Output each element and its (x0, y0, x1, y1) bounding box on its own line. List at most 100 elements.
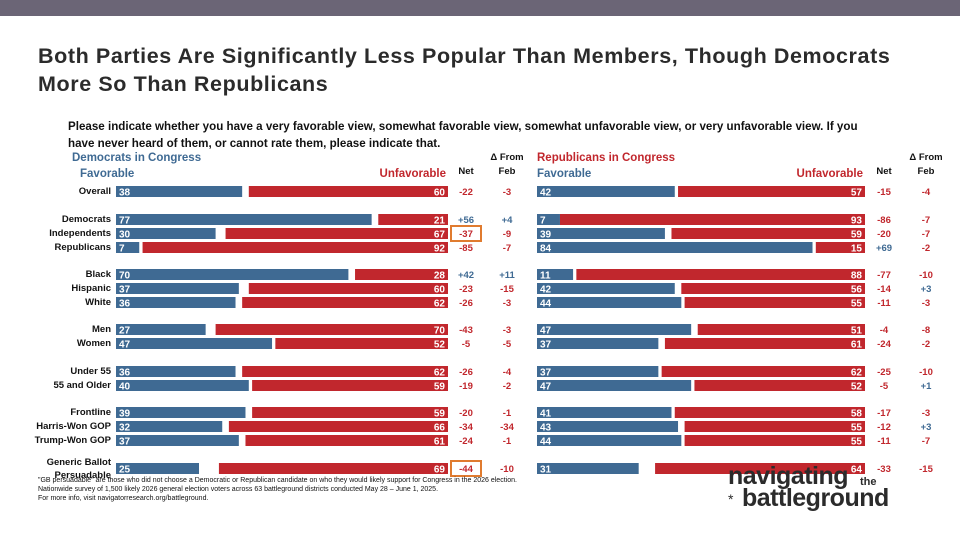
change-value: -9 (503, 229, 511, 240)
net-value: -4 (880, 325, 889, 336)
unfavorable-value: 55 (851, 423, 863, 434)
favorable-bar (116, 228, 216, 239)
unfavorable-bar (242, 297, 448, 308)
favorable-value: 47 (119, 340, 131, 351)
net-value: -23 (459, 284, 473, 295)
favorable-value: 31 (540, 465, 552, 476)
change-value: -15 (919, 464, 933, 475)
row-label: Black (86, 269, 112, 280)
favorable-bar (116, 297, 236, 308)
change-value: -34 (500, 422, 514, 433)
favorable-bar (537, 421, 679, 432)
favorable-value: 47 (540, 382, 552, 393)
net-value: -15 (877, 187, 891, 198)
unfavorable-value: 62 (434, 299, 446, 310)
unfavorable-value: 92 (434, 244, 446, 255)
net-highlight-box (450, 225, 482, 242)
favorable-header: Favorable (80, 168, 134, 180)
change-value: -15 (500, 284, 514, 295)
change-value: -3 (503, 187, 511, 198)
favorable-bar (116, 380, 249, 391)
unfavorable-bar (225, 228, 448, 239)
change-value: -7 (503, 243, 511, 254)
navigating-battleground-logo: navigating the * battleground (728, 462, 948, 522)
change-value: -10 (500, 464, 514, 475)
net-value: -14 (877, 284, 891, 295)
unfavorable-bar (142, 242, 448, 253)
favorable-bar (537, 228, 665, 239)
row-label: Hispanic (71, 283, 111, 294)
net-value: -12 (877, 422, 891, 433)
favorable-bar (537, 214, 560, 225)
change-value: -3 (922, 298, 930, 309)
unfavorable-bar (248, 283, 448, 294)
panel-title: Democrats in Congress (72, 152, 201, 164)
favorable-value: 47 (540, 326, 552, 337)
unfavorable-bar (218, 463, 448, 474)
favorable-bar (116, 186, 243, 197)
survey-question: Please indicate whether you have a very … (68, 120, 858, 150)
unfavorable-bar (228, 421, 448, 432)
row-label: Democrats (62, 214, 111, 225)
unfavorable-value: 51 (851, 326, 863, 337)
net-value: -26 (459, 367, 473, 378)
unfavorable-bar (275, 338, 448, 349)
logo-word-navigating: navigating (728, 462, 849, 490)
unfavorable-value: 58 (851, 409, 863, 420)
favorable-bar (116, 463, 199, 474)
footnotes: "GB persuadable" are those who did not c… (38, 477, 658, 503)
net-value: -26 (459, 298, 473, 309)
net-value: -24 (877, 339, 891, 350)
change-value: -2 (922, 243, 930, 254)
unfavorable-bar (684, 421, 865, 432)
favorable-value: 37 (540, 340, 552, 351)
favorable-value: 25 (119, 465, 131, 476)
net-value: -5 (880, 381, 889, 392)
change-value: -1 (503, 408, 512, 419)
change-value: -10 (919, 270, 933, 281)
favorable-value: 42 (540, 285, 552, 296)
favorable-bar (537, 338, 659, 349)
footnote-persuadable: "GB persuadable" are those who did not c… (38, 477, 517, 484)
unfavorable-bar (576, 269, 865, 280)
row-label: Generic Ballot (47, 457, 112, 468)
net-value: -77 (877, 270, 891, 281)
row-label: Men (92, 324, 111, 335)
unfavorable-value: 59 (851, 230, 863, 241)
favorable-bar (537, 324, 692, 335)
unfavorable-bar (674, 407, 865, 418)
unfavorable-value: 56 (851, 285, 863, 296)
favorable-bar (116, 324, 206, 335)
change-header: Feb (918, 166, 935, 177)
change-value: -3 (503, 298, 511, 309)
logo-word-battleground: battleground (742, 484, 889, 512)
change-value: +1 (921, 381, 933, 392)
net-value: -11 (877, 298, 891, 309)
net-value: -24 (459, 436, 473, 447)
change-value: -7 (922, 436, 930, 447)
unfavorable-bar (664, 338, 865, 349)
change-value: -7 (922, 215, 930, 226)
net-value: -33 (877, 464, 891, 475)
unfavorable-value: 62 (434, 368, 446, 379)
net-value: -86 (877, 215, 891, 226)
unfavorable-value: 60 (434, 188, 446, 199)
net-value: -22 (459, 187, 473, 198)
unfavorable-bar (694, 380, 865, 391)
favorable-bar (116, 407, 246, 418)
unfavorable-bar (245, 435, 448, 446)
unfavorable-value: 59 (434, 382, 446, 393)
favorable-value: 44 (540, 299, 552, 310)
unfavorable-bar (684, 435, 865, 446)
favorable-value: 39 (540, 230, 552, 241)
favorable-bar (537, 435, 682, 446)
change-value: +4 (502, 215, 514, 226)
unfavorable-bar (242, 366, 448, 377)
net-value: -43 (459, 325, 473, 336)
unfavorable-header: Unfavorable (797, 168, 863, 180)
row-label: Women (77, 338, 111, 349)
net-value: -20 (459, 408, 473, 419)
change-value: -3 (922, 408, 930, 419)
favorable-value: 27 (119, 326, 131, 337)
